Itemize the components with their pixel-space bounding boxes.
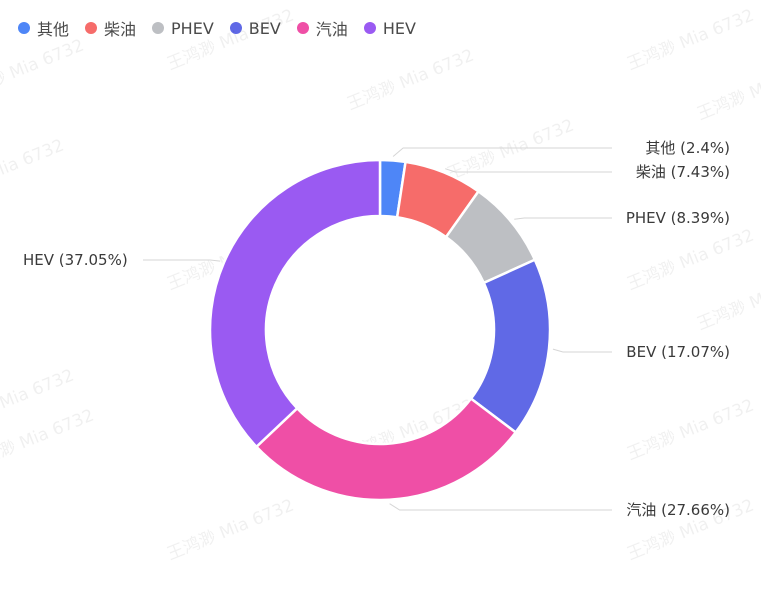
watermark-text: 王鸿渺 Mia 6732 (344, 46, 477, 115)
leader-line (552, 348, 612, 353)
watermark-text: 王鸿渺 Mia 6732 (0, 36, 87, 105)
watermark-text: 王鸿渺 Mia 6732 (694, 266, 761, 335)
legend-label: 其他 (37, 20, 70, 39)
watermark-text: 王鸿渺 Mia 6732 (694, 56, 761, 125)
donut-slice[interactable] (254, 396, 518, 502)
legend-marker (363, 22, 376, 34)
legend-item[interactable]: 汽油 (296, 16, 348, 40)
legend-marker (18, 22, 30, 34)
legend-label: BEV (248, 18, 281, 38)
leader-line (392, 147, 612, 157)
data-label: HEV (37.05%) (23, 251, 128, 269)
legend-item[interactable]: PHEV (152, 19, 214, 38)
legend-label: PHEV (171, 18, 214, 38)
leader-line (514, 217, 612, 220)
data-label: BEV (17.07%) (626, 343, 730, 361)
leader-line (445, 168, 612, 173)
watermark-text: 王鸿渺 Mia 6732 (624, 226, 757, 295)
leader-line (389, 503, 612, 511)
data-label: 其他 (2.4%) (645, 139, 730, 157)
data-label: PHEV (8.39%) (626, 209, 730, 227)
legend-label: 汽油 (315, 20, 348, 39)
watermark-text: 王鸿渺 Mia 6732 (0, 406, 97, 475)
legend-item[interactable]: HEV (363, 18, 416, 38)
watermark-text: 王鸿渺 Mia 6732 (0, 136, 67, 205)
watermark-text: 王鸿渺 Mia 6732 (164, 496, 297, 565)
watermark-text: 王鸿渺 Mia 6732 (164, 6, 297, 75)
donut-slice[interactable] (208, 158, 382, 449)
watermark-text: 王鸿渺 Mia 6732 (624, 6, 757, 75)
legend-label: HEV (382, 18, 416, 38)
legend-item[interactable]: 柴油 (85, 16, 136, 40)
data-label: 汽油 (27.66%) (626, 501, 730, 519)
data-label: 柴油 (7.43%) (636, 163, 730, 181)
legend: 其他 柴油 PHEV BEV 汽油 HEV (18, 16, 432, 40)
watermark-text: 王鸿渺 Mia 6732 (444, 116, 577, 185)
legend-item[interactable]: BEV (229, 18, 281, 38)
leader-line (143, 259, 221, 262)
legend-marker (152, 22, 165, 34)
watermark-text: 王鸿渺 Mia 6732 (624, 396, 757, 465)
legend-marker (229, 22, 242, 34)
legend-item[interactable]: 其他 (18, 16, 69, 40)
legend-label: 柴油 (104, 20, 137, 39)
legend-marker (85, 22, 98, 34)
legend-marker (296, 22, 309, 34)
